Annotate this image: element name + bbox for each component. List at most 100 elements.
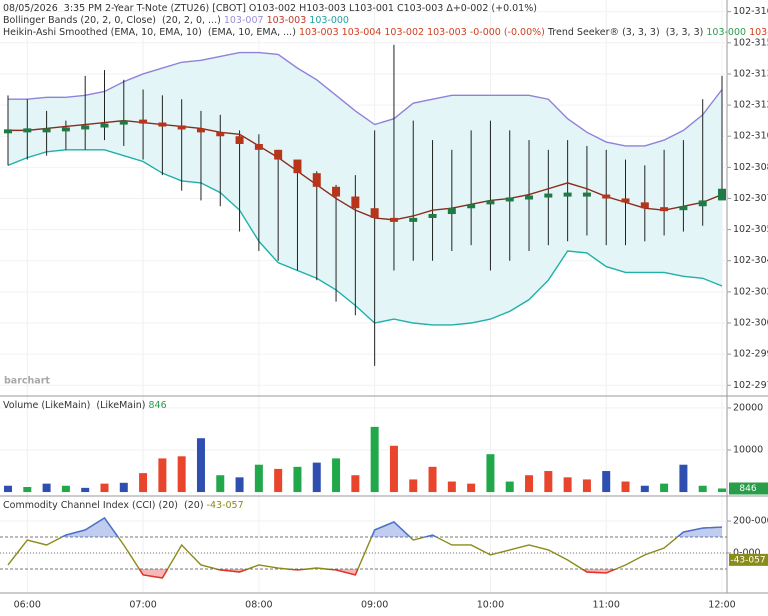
volume-bar [640, 485, 649, 493]
volume-bar [293, 466, 302, 493]
heikin-ashi-body [332, 186, 341, 197]
legend-entry: 103-003 [267, 15, 310, 26]
x-tick-label: 09:00 [361, 600, 388, 611]
legend-line: Bollinger Bands (20, 2, 0, Close) (20, 2… [3, 15, 349, 26]
heikin-ashi-body [293, 159, 302, 174]
y-tick-label: 200-000 [733, 515, 768, 526]
panel-title-value: 846 [148, 400, 166, 411]
y-tick-label: 102-310 [733, 131, 768, 142]
heikin-ashi-body [525, 195, 534, 200]
heikin-ashi-body [486, 200, 495, 205]
heikin-ashi-body [216, 132, 225, 137]
last-value-label: -43-057 [730, 555, 765, 565]
heikin-ashi-body [563, 192, 572, 197]
heikin-ashi-body [409, 217, 418, 222]
heikin-ashi-body [177, 125, 186, 130]
panel-title: Volume (LikeMain) (LikeMain) 846 [3, 400, 167, 411]
heikin-ashi-body [274, 149, 283, 160]
heikin-ashi-body [100, 123, 109, 128]
volume-bar [81, 487, 90, 493]
heikin-ashi-body [660, 207, 669, 212]
y-tick-label: 102-315 [733, 37, 768, 48]
x-tick-label: 07:00 [129, 600, 156, 611]
volume-bar [254, 464, 263, 493]
volume-bar [274, 468, 283, 493]
heikin-ashi-body [447, 208, 456, 215]
heikin-ashi-body [640, 202, 649, 209]
y-tick-label: 20000 [733, 402, 763, 413]
y-tick-label: 102-304 [733, 255, 768, 266]
volume-bar [563, 477, 572, 493]
heikin-ashi-body [254, 143, 263, 150]
volume-bar [718, 488, 726, 493]
legend-entry: 103-000 [309, 15, 349, 26]
volume-bar [235, 477, 244, 493]
last-value-label: 846 [739, 484, 756, 494]
heikin-ashi-body [718, 188, 726, 201]
y-tick-label: 102-299 [733, 349, 768, 360]
volume-bar [312, 462, 321, 493]
heikin-ashi-body [42, 128, 51, 133]
legend-entry: 103-000 [706, 27, 749, 38]
heikin-ashi-body [582, 192, 591, 197]
x-tick-label: 10:00 [477, 600, 504, 611]
legend-entry: 103-007 [224, 15, 267, 26]
chart-title-text: 08/05/2026 3:35 PM 2-Year T-Note (ZTU26)… [3, 3, 537, 14]
heikin-ashi-body [312, 173, 321, 187]
watermark: barchart [4, 376, 50, 387]
volume-bar [119, 482, 128, 493]
panel-title-text: Commodity Channel Index (CCI) (20) (20) [3, 500, 207, 511]
panel-title: Commodity Channel Index (CCI) (20) (20) … [3, 500, 244, 511]
heikin-ashi-body [119, 120, 128, 125]
volume-bar [486, 454, 495, 493]
legend-line: Heikin-Ashi Smoothed (EMA, 10, EMA, 10) … [3, 27, 768, 38]
volume-bar [409, 479, 418, 493]
heikin-ashi-body [23, 128, 32, 133]
y-tick-label: 102-308 [733, 162, 768, 173]
y-tick-label: 102-316 [733, 6, 768, 17]
panel-title-text: Volume (LikeMain) (LikeMain) [3, 400, 148, 411]
volume-bar [389, 445, 398, 493]
legend-entry: Bollinger Bands (20, 2, 0, Close) (20, 2… [3, 15, 224, 26]
heikin-ashi-body [196, 128, 205, 133]
volume-bar [370, 426, 379, 493]
volume-bar [158, 458, 167, 493]
volume-bar [679, 464, 688, 493]
volume-bar [139, 473, 148, 493]
band-fill [8, 52, 722, 325]
chart-title: 08/05/2026 3:35 PM 2-Year T-Note (ZTU26)… [3, 3, 537, 14]
volume-bar [351, 475, 360, 493]
heikin-ashi-body [235, 136, 244, 144]
volume-bar [544, 471, 553, 493]
heikin-ashi-body [4, 129, 12, 134]
y-tick-label: 102-302 [733, 286, 768, 297]
volume-bar [196, 438, 205, 493]
legend-entry: 103-003 103-004 103-002 103-003 -0-000 (… [299, 27, 548, 38]
y-tick-label: 102-305 [733, 224, 768, 235]
volume-bar [428, 466, 437, 493]
heikin-ashi-body [621, 198, 630, 203]
last-value-box [729, 482, 768, 495]
volume-bar [61, 485, 70, 493]
heikin-ashi-body [428, 213, 437, 218]
heikin-ashi-body [389, 217, 398, 222]
volume-bar [23, 487, 32, 493]
volume-bar [216, 475, 225, 493]
x-tick-label: 11:00 [593, 600, 620, 611]
legend-entry: Heikin-Ashi Smoothed (EMA, 10, EMA, 10) … [3, 27, 299, 38]
heikin-ashi-body [698, 200, 707, 207]
volume-bar [660, 483, 669, 493]
volume-bar [4, 485, 12, 493]
oversold-fill [8, 568, 722, 578]
y-tick-label: 0-000 [733, 547, 761, 558]
volume-bar [100, 483, 109, 493]
heikin-ashi-body [351, 196, 360, 209]
heikin-ashi-body [679, 206, 688, 211]
heikin-ashi-body [61, 127, 70, 132]
heikin-ashi-body [505, 197, 514, 202]
volume-bar [698, 485, 707, 493]
heikin-ashi-body [370, 208, 379, 218]
overbought-fill [8, 517, 722, 537]
band-upper [8, 51, 723, 147]
heikin-ashi-body [158, 122, 167, 127]
